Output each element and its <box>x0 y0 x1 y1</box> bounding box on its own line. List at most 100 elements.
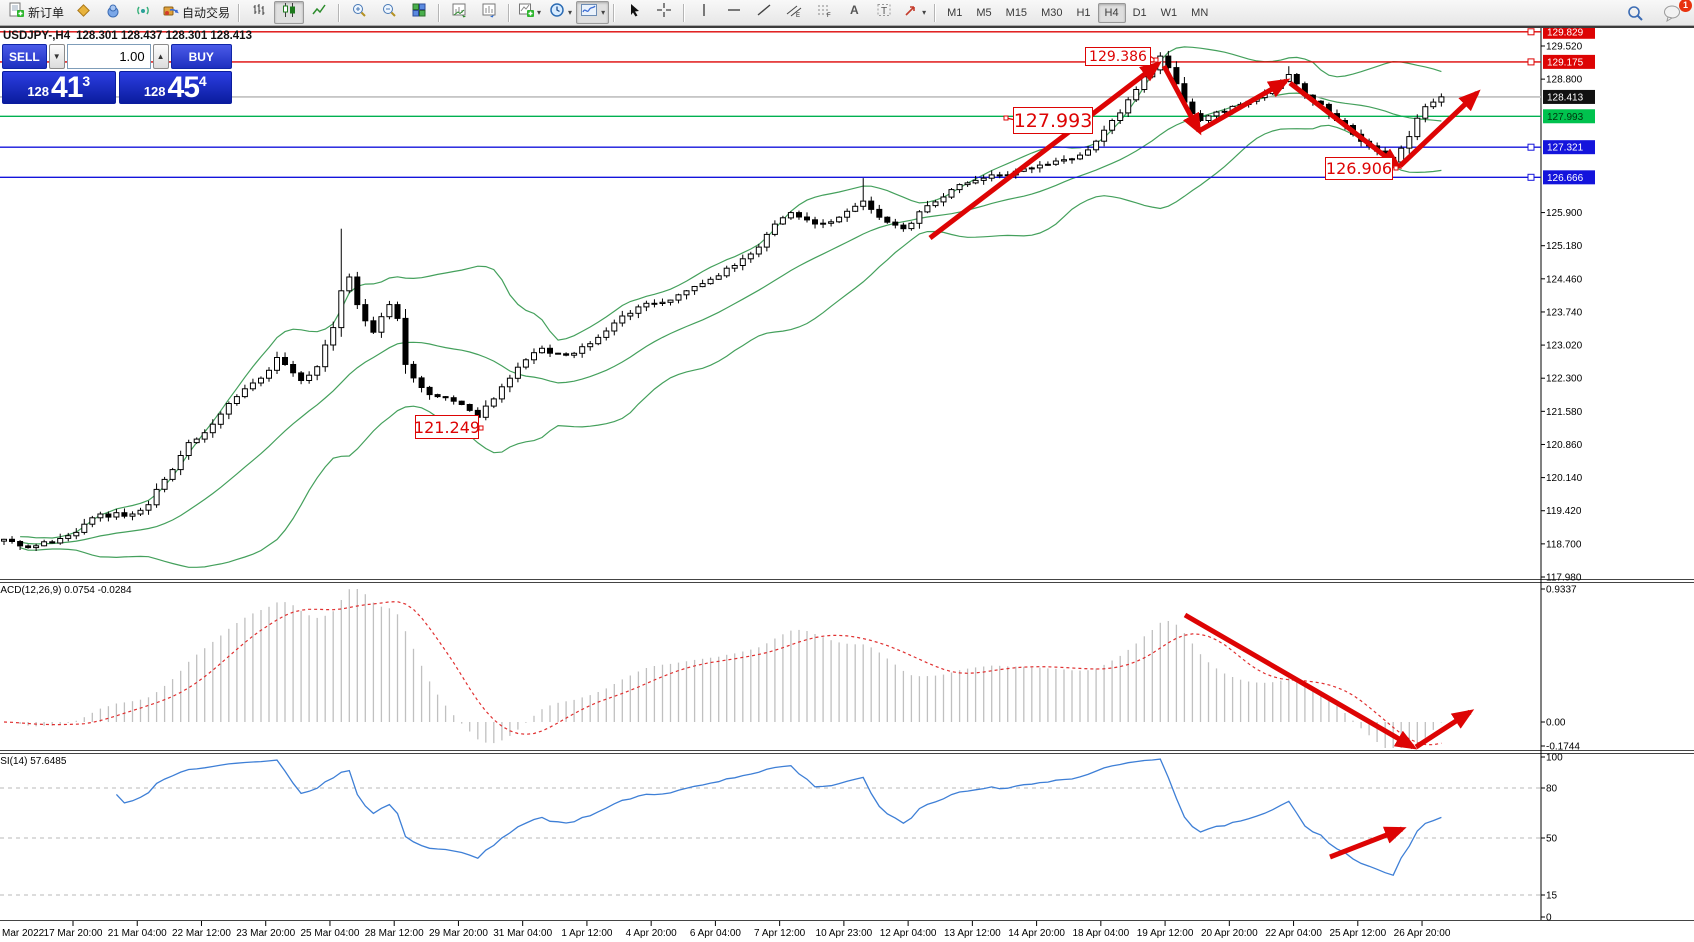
auto-trading-button-label: 自动交易 <box>182 6 231 20</box>
timeframe-mn-button[interactable]: MN <box>1191 6 1209 19</box>
buy-button[interactable]: BUY <box>170 44 232 69</box>
candlestick-chart-button[interactable] <box>274 1 305 24</box>
price-axis[interactable]: 129.520 128.800 125.900 125.180 124.460 123.7… <box>1541 24 1595 584</box>
bar-chart-button[interactable] <box>244 1 274 24</box>
data-window-icon <box>451 2 467 23</box>
signal-button[interactable] <box>128 1 158 24</box>
equidistant-channel-button[interactable]: E <box>779 1 809 24</box>
price-axis-tick: 120.860 <box>1546 440 1583 451</box>
timeframe-m15-button[interactable]: M15 <box>1005 6 1028 19</box>
price-line-handle[interactable] <box>1527 143 1535 151</box>
trend-arrow-main[interactable] <box>1288 81 1402 170</box>
dropdown-caret-icon[interactable]: ▾ <box>601 7 606 17</box>
price-axis-label-128.413: 128.413 <box>1547 92 1584 103</box>
time-axis-label: 25 Mar 04:00 <box>300 928 359 939</box>
svg-text:T: T <box>881 6 887 17</box>
crosshair-button[interactable] <box>649 1 679 24</box>
timeframe-m30-button[interactable]: M30 <box>1041 6 1063 19</box>
timeframe-m1-button[interactable]: M1 <box>947 6 963 19</box>
horizontal-price-lines[interactable] <box>0 28 1541 181</box>
horizontal-line-button[interactable] <box>719 1 749 24</box>
trend-arrow-macd[interactable] <box>1414 709 1475 750</box>
timeframe-w1-button[interactable]: W1 <box>1160 6 1178 19</box>
rsi-panel: 100 80 50 15 0 <box>0 753 1563 924</box>
price-annotation-121.249[interactable]: 121.249 <box>414 415 480 439</box>
lot-increase-button[interactable]: ▲ <box>152 44 169 69</box>
price-line-handle[interactable] <box>1527 28 1535 36</box>
price-line-handle[interactable] <box>1527 58 1535 66</box>
price-annotation-129.386[interactable]: 129.386 <box>1085 47 1151 66</box>
trendline-button[interactable] <box>749 1 779 24</box>
time-axis-label: 22 Apr 04:00 <box>1265 928 1322 939</box>
tile-windows-button[interactable] <box>404 1 434 24</box>
trend-arrow-main[interactable] <box>1398 89 1481 168</box>
svg-text:F: F <box>827 13 831 18</box>
timeframe-d1-button[interactable]: D1 <box>1132 6 1147 19</box>
market-watch-icon <box>75 2 91 23</box>
time-axis-label: 19 Apr 12:00 <box>1137 928 1194 939</box>
timeframe-h1-button[interactable]: H1 <box>1076 6 1091 19</box>
price-axis-label-129.175: 129.175 <box>1547 57 1584 68</box>
trend-arrow-main[interactable] <box>1161 64 1202 136</box>
time-axis[interactable]: Mar 2022 17 Mar 20:00 21 Mar 04:00 22 Mar 1… <box>2 921 1451 939</box>
fibonacci-button[interactable]: F <box>809 1 839 24</box>
periods-button[interactable]: ▾ <box>545 1 576 24</box>
templates-button[interactable]: ▾ <box>576 1 610 24</box>
bid-price-box[interactable]: 128 41 3 <box>2 71 116 104</box>
price-axis-label-127.321: 127.321 <box>1547 143 1584 154</box>
auto-trading-button[interactable]: 自动交易 <box>158 1 234 24</box>
price-axis-tick: 124.460 <box>1546 274 1583 285</box>
trend-arrows[interactable] <box>476 54 1481 860</box>
bar-chart-icon <box>251 2 267 23</box>
arrows-shapes-button[interactable]: ▾ <box>899 1 930 24</box>
toolbar-separator <box>438 3 441 22</box>
lot-decrease-button[interactable]: ▼ <box>48 44 65 69</box>
toolbar-separator <box>613 3 616 22</box>
dropdown-caret-icon[interactable]: ▾ <box>537 7 542 17</box>
price-line-handle[interactable] <box>1527 173 1535 181</box>
price-annotation-127.993[interactable]: 127.993 <box>1013 107 1093 134</box>
dropdown-caret-icon[interactable]: ▾ <box>568 7 573 17</box>
time-axis-label: 7 Apr 12:00 <box>754 928 806 939</box>
timeframe-m5-button[interactable]: M5 <box>976 6 992 19</box>
tile-windows-icon <box>411 2 427 23</box>
macd-axis-label: 0.9337 <box>1546 585 1577 596</box>
trend-arrow-macd[interactable] <box>1183 612 1418 750</box>
cursor-button[interactable] <box>619 1 649 24</box>
trend-arrow-main[interactable] <box>1197 78 1291 134</box>
price-axis-tick: 122.300 <box>1546 374 1583 385</box>
market-watch-button[interactable] <box>68 1 98 24</box>
zoom-out-button[interactable] <box>374 1 404 24</box>
add-indicator-button[interactable]: ▾ <box>514 1 545 24</box>
price-axis-tick: 118.700 <box>1546 539 1582 550</box>
lot-size-input[interactable] <box>66 44 151 69</box>
timeframe-h4-button[interactable]: H4 <box>1097 2 1126 23</box>
text-label-button[interactable]: T <box>869 1 899 24</box>
price-annotation-126.906[interactable]: 126.906 <box>1325 157 1393 180</box>
time-axis-label: 12 Apr 04:00 <box>880 928 937 939</box>
price-axis-label-127.993: 127.993 <box>1547 112 1584 123</box>
dropdown-caret-icon[interactable]: ▾ <box>922 7 927 17</box>
trend-arrow-main[interactable] <box>928 60 1162 240</box>
notifications-button[interactable]: 1 <box>1658 0 1692 25</box>
community-button[interactable] <box>98 1 128 24</box>
data-window-button[interactable] <box>444 1 474 24</box>
new-order-button[interactable]: 新订单 <box>4 1 68 24</box>
text-button[interactable]: A <box>839 1 869 24</box>
community-icon <box>105 2 121 23</box>
zoom-in-button[interactable] <box>344 1 374 24</box>
candle-chart-icon <box>281 2 297 23</box>
ask-price-box[interactable]: 128 45 4 <box>118 71 232 104</box>
rsi-axis-label: 50 <box>1546 834 1558 845</box>
time-axis-label: 10 Apr 23:00 <box>816 928 873 939</box>
vertical-line-button[interactable] <box>689 1 719 24</box>
strategy-tester-button[interactable] <box>474 1 504 24</box>
add-indicator-icon <box>518 2 535 23</box>
sell-button[interactable]: SELL <box>2 44 47 69</box>
price-axis-tick: 119.420 <box>1546 506 1582 517</box>
line-chart-button[interactable] <box>304 1 334 24</box>
search-button[interactable] <box>1620 2 1650 25</box>
trend-arrow-rsi[interactable] <box>1329 826 1407 860</box>
